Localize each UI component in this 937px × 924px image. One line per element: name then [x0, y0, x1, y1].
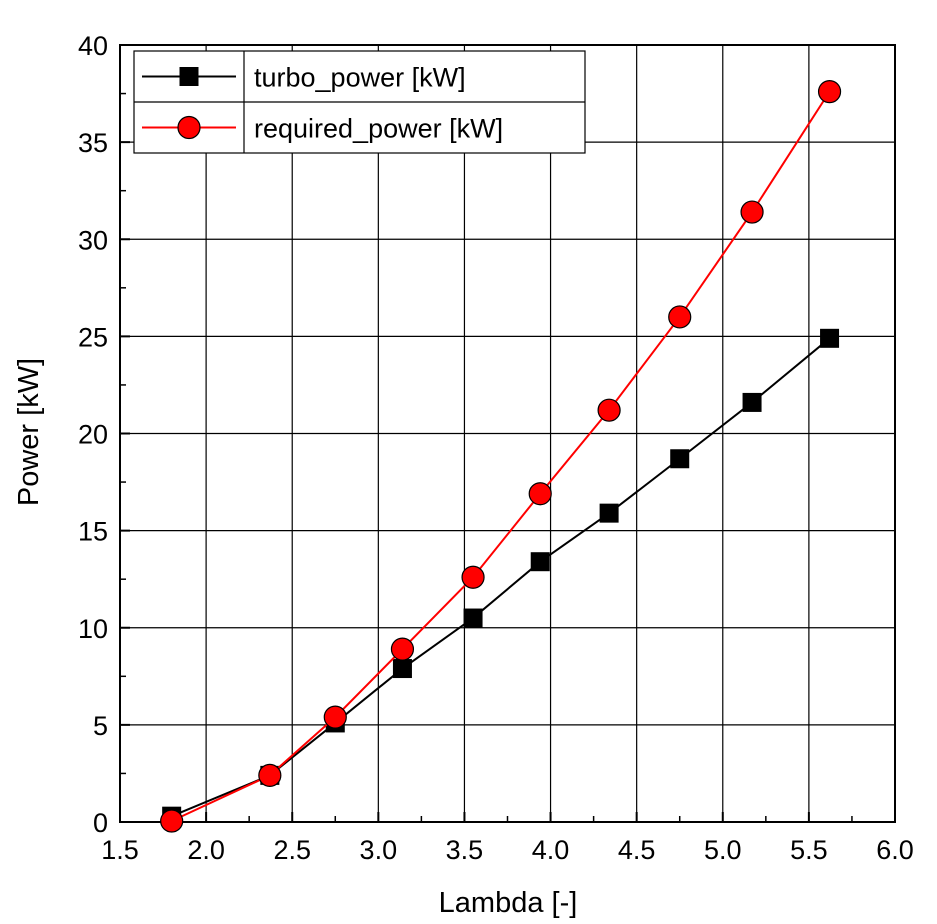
- x-tick-label: 3.5: [446, 835, 484, 865]
- data-point-square: [530, 552, 550, 572]
- y-tick-label: 40: [78, 31, 108, 61]
- data-point-square: [599, 503, 619, 523]
- x-tick-label: 5.5: [790, 835, 828, 865]
- data-point-square: [392, 659, 412, 679]
- data-point-circle: [390, 637, 415, 661]
- axis-ticks: 1.5 2.0 2.5 3.0 3.5 4.0 4.5 5.0 5.5 6.0 0 5 10 15 20 25…: [78, 31, 914, 865]
- data-point-circle: [258, 763, 282, 787]
- data-point-circle: [740, 200, 764, 224]
- x-tick-label: 5.0: [704, 835, 742, 865]
- data-point-circle: [160, 809, 184, 833]
- y-tick-label: 5: [93, 711, 108, 741]
- x-tick-label: 6.0: [876, 835, 914, 865]
- y-tick-label: 25: [78, 322, 108, 352]
- y-tick-label: 30: [78, 225, 108, 255]
- data-point-circle: [528, 482, 552, 506]
- x-tick-label: 1.5: [101, 835, 139, 865]
- data-point-circle: [461, 565, 485, 589]
- data-point-square: [463, 608, 483, 628]
- y-tick-label: 0: [93, 808, 108, 838]
- legend-square-marker: [179, 67, 199, 86]
- data-point-square: [742, 392, 762, 412]
- series-1: [162, 328, 840, 826]
- legend-circle-marker: [177, 115, 201, 140]
- x-tick-label: 4.0: [532, 835, 570, 865]
- legend: turbo_power [kW] required_power [kW]: [133, 50, 586, 154]
- x-tick-label: 3.0: [360, 835, 398, 865]
- y-axis-title: Power [kW]: [13, 358, 45, 506]
- legend-label: turbo_power [kW]: [254, 63, 466, 93]
- series-2: [160, 80, 842, 833]
- data-point-square: [820, 328, 840, 348]
- series-line: [171, 337, 831, 818]
- series-line: [171, 91, 831, 822]
- x-axis-title: Lambda [-]: [439, 887, 578, 919]
- y-tick-label: 15: [78, 517, 108, 547]
- y-tick-label: 10: [78, 614, 108, 644]
- grid: [119, 44, 896, 823]
- data-point-circle: [668, 305, 692, 329]
- x-tick-label: 2.5: [273, 835, 311, 865]
- data-point-circle: [817, 80, 842, 104]
- x-tick-label: 4.5: [618, 835, 656, 865]
- x-tick-label: 2.0: [187, 835, 225, 865]
- y-tick-label: 35: [78, 128, 108, 158]
- legend-label: required_power [kW]: [254, 114, 503, 144]
- data-point-square: [670, 449, 690, 469]
- data-point-circle: [597, 398, 621, 422]
- y-tick-label: 20: [78, 420, 108, 450]
- data-series: [160, 80, 842, 833]
- data-point-circle: [323, 705, 347, 729]
